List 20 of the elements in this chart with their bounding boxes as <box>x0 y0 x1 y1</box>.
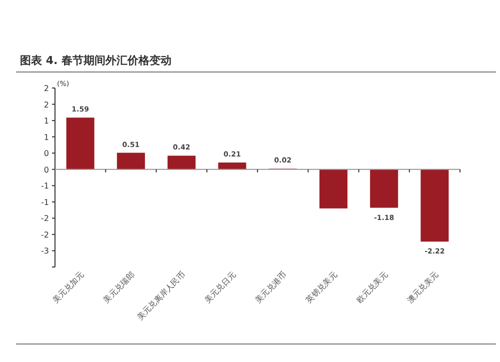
x-tick-label: 英镑兑美元 <box>304 270 339 305</box>
y-tick-label: 0 <box>44 149 49 158</box>
x-tick-label: 美元兑瑞郎 <box>102 270 136 305</box>
x-tick-label: 美元兑加元 <box>51 270 86 305</box>
y-tick-label: -2 <box>41 214 49 224</box>
x-tick-label: 澳元兑美元 <box>405 270 440 305</box>
x-tick-label: 美元兑离岸人民币 <box>135 270 187 322</box>
y-tick-label: 1 <box>44 132 49 142</box>
chart-title: 图表 4. 春节期间外汇价格变动 <box>20 54 172 67</box>
y-tick-label: -1 <box>41 182 49 191</box>
y-tick-label: 2 <box>44 100 49 110</box>
y-tick-label: 1 <box>44 116 49 126</box>
x-tick-label: 欧元兑美元 <box>354 270 390 305</box>
y-tick-label: -3 <box>41 246 49 256</box>
x-tick-label: 美元兑港币 <box>254 270 288 305</box>
x-tick-label: 美元兑日元 <box>202 270 238 305</box>
y-tick-label: -2 <box>41 230 49 240</box>
y-tick-label: -1 <box>41 198 49 207</box>
y-tick-label: 0 <box>44 165 49 174</box>
y-tick-label: 2 <box>44 84 49 93</box>
